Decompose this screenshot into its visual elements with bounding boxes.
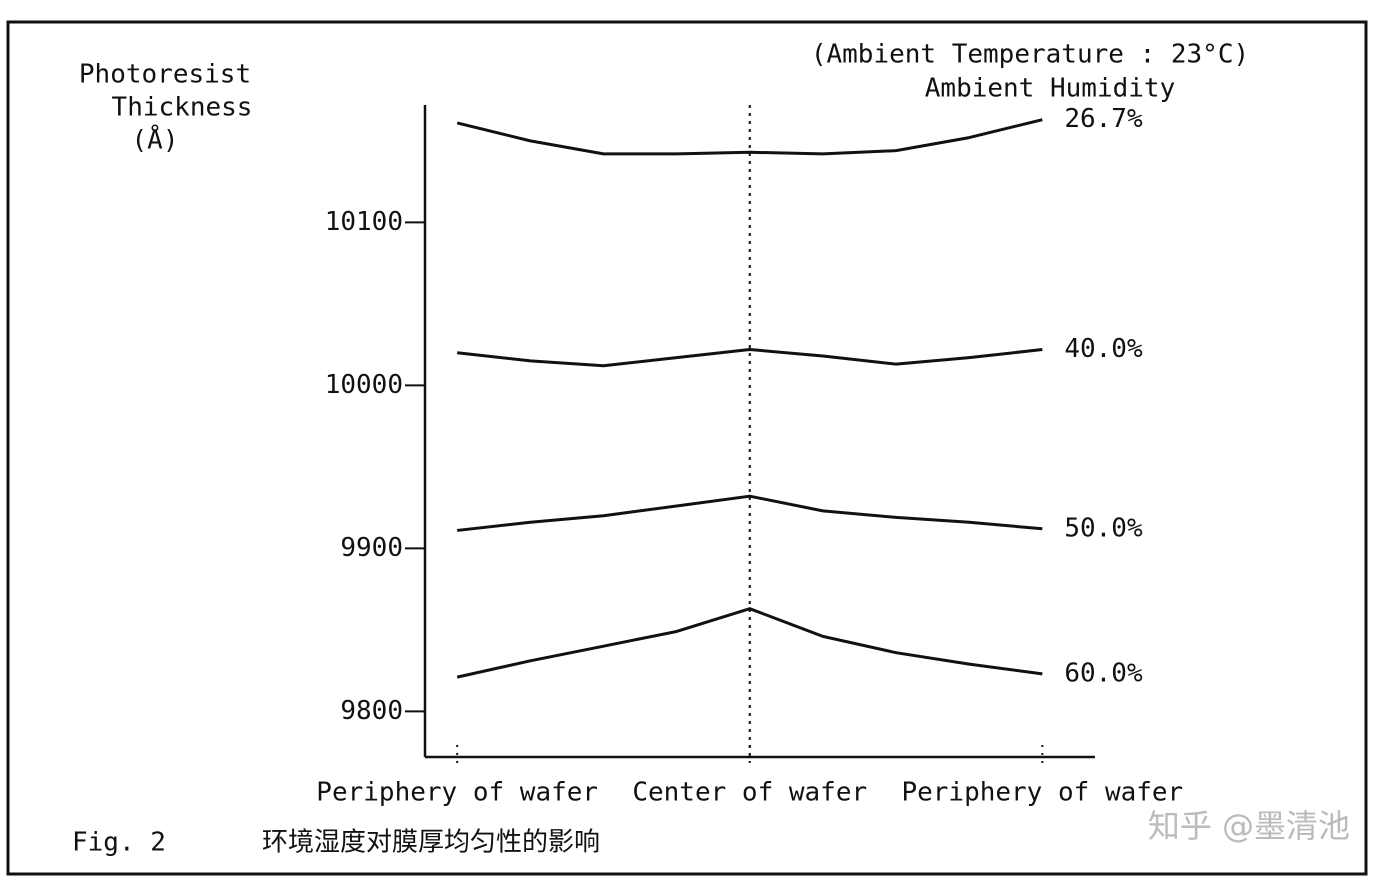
y-label: Photoresist <box>79 60 251 90</box>
figure-number: Fig. 2 <box>72 828 166 858</box>
x-tick-label: Periphery of wafer <box>901 778 1183 808</box>
series-line <box>457 494 1043 532</box>
y-tick-label: 10100 <box>325 207 403 237</box>
frame <box>6 20 1368 876</box>
header-line: Ambient Humidity <box>925 74 1175 104</box>
header-line: (Ambient Temperature : 23°C) <box>811 40 1249 70</box>
x-tick-label: Center of wafer <box>632 778 867 808</box>
series-label: 26.7% <box>1064 104 1143 134</box>
series-line <box>456 607 1043 679</box>
x-tick-label: Periphery of wafer <box>316 778 598 808</box>
y-tick-label: 9900 <box>340 533 403 563</box>
series-label: 40.0% <box>1064 334 1143 364</box>
y-label: Thickness <box>112 93 253 123</box>
series-line <box>457 348 1043 368</box>
y-tick-label: 10000 <box>325 370 403 400</box>
series-line <box>456 118 1043 156</box>
y-tick-label: 9800 <box>340 696 403 726</box>
watermark: 知乎 @墨清池 <box>1148 807 1350 845</box>
series-label: 50.0% <box>1064 513 1143 543</box>
caption: 环境湿度对膜厚均匀性的影响 <box>262 828 600 858</box>
series-label: 60.0% <box>1064 658 1143 688</box>
y-label: (Å) <box>132 124 179 156</box>
